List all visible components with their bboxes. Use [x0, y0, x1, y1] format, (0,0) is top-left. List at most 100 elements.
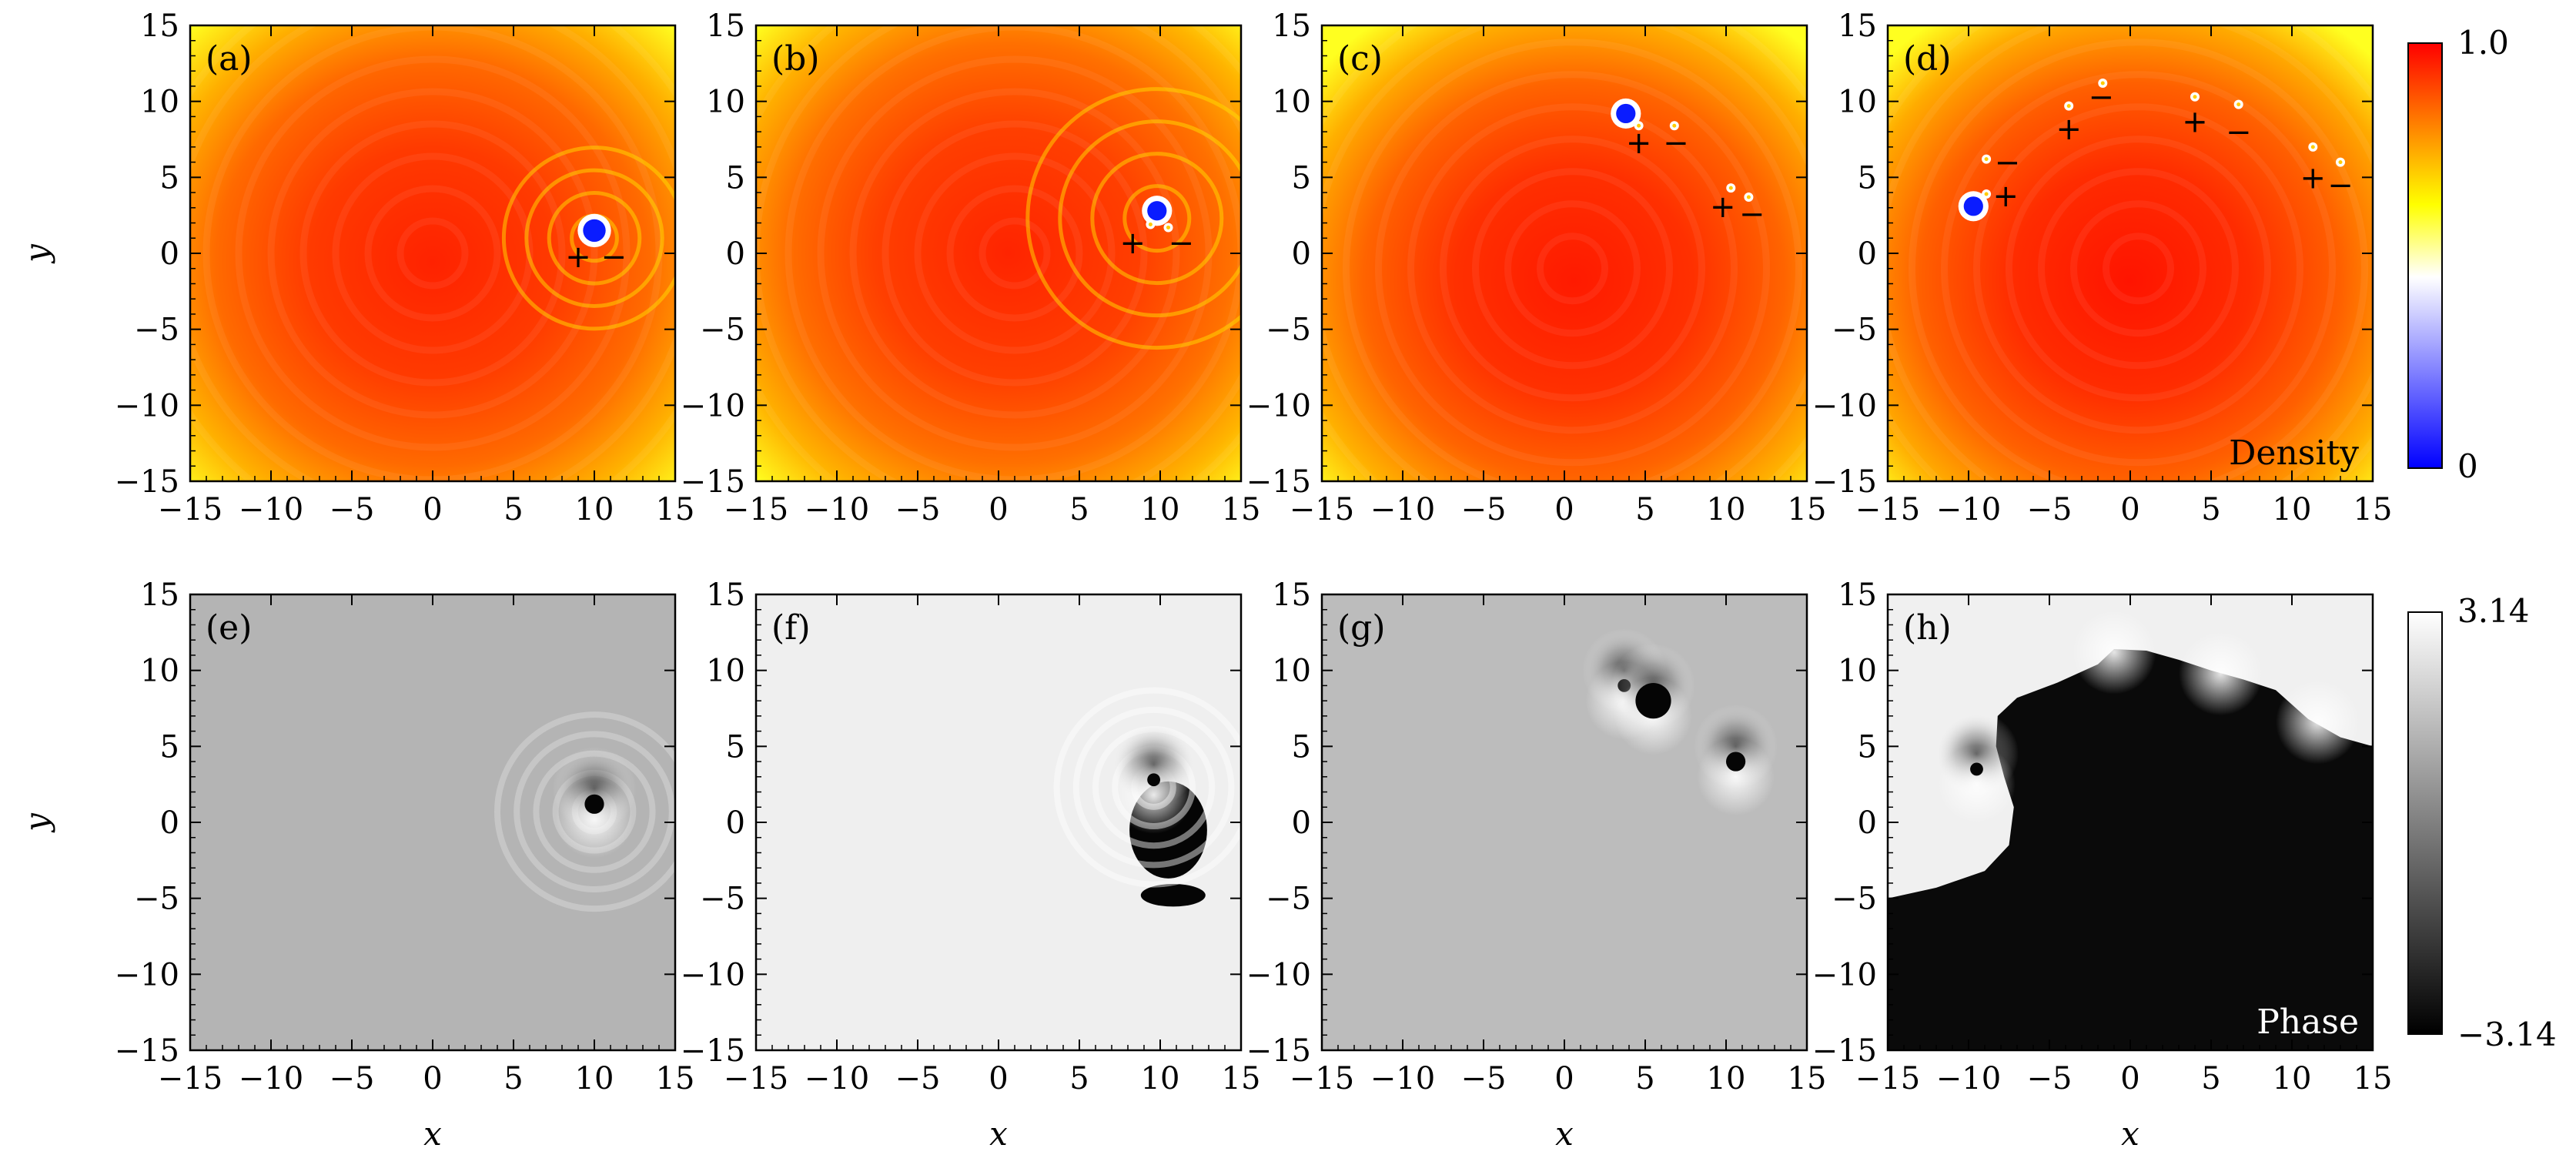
panel-label: (d): [1903, 39, 1952, 79]
x-tick-label: −15: [1290, 492, 1354, 527]
phase-glow: [2072, 610, 2156, 695]
minus-mark: −: [1663, 126, 1689, 161]
small-vortex-core: [1984, 192, 1989, 196]
x-tick-label: 5: [1635, 1061, 1654, 1096]
y-tick-label: −5: [700, 882, 745, 917]
density-ring: [849, 88, 1180, 419]
minus-mark: −: [2327, 168, 2354, 203]
x-axis-title: x: [1555, 1115, 1574, 1153]
x-tick-label: 0: [1554, 492, 1574, 527]
x-tick-label: −15: [724, 492, 788, 527]
phase-singularity: [1635, 683, 1671, 719]
y-tick-label: −10: [1246, 388, 1311, 423]
y-tick-label: 0: [726, 805, 745, 841]
phase-glow: [1697, 738, 1775, 816]
x-tick-label: 0: [423, 492, 442, 527]
density-ring: [979, 217, 1051, 290]
y-tick-label: −5: [1832, 882, 1877, 917]
density-ring: [2103, 233, 2174, 305]
x-tick-label: 15: [1222, 492, 1261, 527]
y-tick-label: 10: [706, 85, 745, 120]
density-ring: [267, 88, 598, 419]
plus-mark: +: [2300, 160, 2327, 196]
y-tick-label: 15: [1272, 8, 1311, 44]
x-tick-label: 5: [2201, 1061, 2220, 1096]
phase-dark-region: [1140, 884, 1206, 907]
panel-label: (h): [1903, 608, 1952, 648]
x-tick-label: 5: [1069, 1061, 1089, 1096]
density-ring: [882, 120, 1148, 387]
y-tick-label: −15: [1812, 1033, 1877, 1069]
y-tick-label: −10: [681, 388, 745, 423]
minus-mark: −: [601, 239, 627, 275]
y-tick-label: −15: [681, 464, 745, 500]
vortex-core: [1963, 196, 1983, 216]
y-tick-label: 15: [706, 577, 745, 613]
x-tick-label: 10: [2273, 492, 2312, 527]
x-tick-label: 10: [1141, 492, 1180, 527]
y-tick-label: −10: [681, 957, 745, 993]
y-tick-label: −5: [1266, 882, 1311, 917]
density-ring: [1472, 168, 1673, 370]
x-tick-label: 10: [575, 1061, 614, 1096]
x-tick-label: 15: [2354, 1061, 2393, 1096]
density-ring: [817, 55, 1213, 451]
small-vortex-core: [1728, 186, 1733, 190]
x-tick-label: −15: [1855, 492, 1920, 527]
x-tick-label: 0: [2120, 1061, 2139, 1096]
x-tick-label: 10: [1707, 1061, 1746, 1096]
vortex-core: [583, 219, 606, 243]
panel-label: (g): [1337, 608, 1386, 648]
small-vortex-core: [2193, 95, 2197, 99]
y-tick-label: 5: [160, 160, 179, 196]
plus-mark: +: [1626, 126, 1652, 161]
density-ring: [914, 152, 1116, 354]
y-tick-label: −15: [1246, 464, 1311, 500]
y-tick-label: −15: [115, 464, 179, 500]
y-tick-label: 10: [1272, 85, 1311, 120]
small-vortex-core: [1637, 123, 1641, 128]
density-ring: [1440, 136, 1705, 402]
density-ring: [1504, 200, 1641, 337]
y-tick-label: 15: [1838, 8, 1877, 44]
y-tick-label: −10: [115, 957, 179, 993]
phase-ripple: [494, 711, 675, 912]
y-tick-label: 10: [1838, 654, 1877, 689]
density-ring: [1407, 103, 1738, 434]
x-tick-label: −5: [2027, 492, 2073, 527]
panel-g-field: [1322, 594, 1807, 1050]
density-background: [1888, 25, 2373, 481]
x-tick-label: 5: [2201, 492, 2220, 527]
y-tick-label: 0: [1858, 805, 1877, 841]
panel-label: (f): [771, 608, 811, 648]
x-tick-label: 0: [989, 492, 1008, 527]
x-tick-label: 0: [423, 1061, 442, 1096]
phase-glow: [555, 780, 634, 859]
minus-mark: −: [2088, 80, 2114, 115]
x-tick-label: 5: [1635, 492, 1654, 527]
plus-mark: +: [565, 239, 591, 275]
plus-mark: +: [1993, 179, 2019, 214]
x-tick-label: 0: [1554, 1061, 1574, 1096]
y-tick-label: 10: [140, 85, 179, 120]
x-tick-label: −10: [805, 492, 869, 527]
panel-b: + − −15 −10 −5 0 5 10 15 −15 −10 −5 0 5 10 15 (b): [681, 8, 1261, 527]
density-ring: [396, 217, 469, 290]
small-vortex-core: [1166, 225, 1170, 229]
x-tick-label: 5: [503, 1061, 523, 1096]
x-tick-label: 15: [1222, 1061, 1261, 1096]
wave-front: [1122, 184, 1192, 253]
density-ring: [1343, 38, 1802, 481]
y-tick-label: −5: [1832, 313, 1877, 348]
colorbar-phase-bar: [2407, 611, 2443, 1035]
x-tick-label: 15: [656, 1061, 695, 1096]
y-tick-label: 15: [140, 8, 179, 44]
x-tick-label: 0: [989, 1061, 1008, 1096]
density-ring: [299, 120, 566, 387]
wave-front: [1058, 119, 1241, 318]
density-ring: [2070, 200, 2206, 337]
y-tick-label: 0: [726, 236, 745, 272]
x-tick-label: 15: [1788, 1061, 1827, 1096]
panel-f-field: [756, 594, 1241, 1050]
